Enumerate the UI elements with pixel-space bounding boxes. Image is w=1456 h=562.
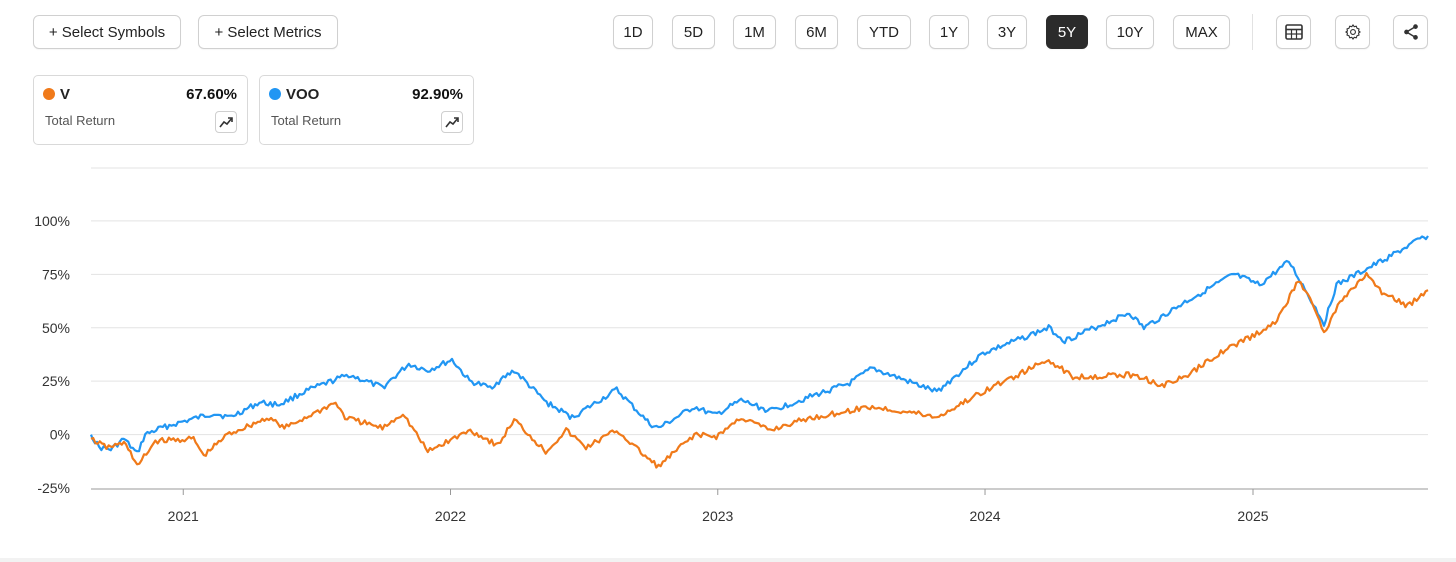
legend-subtitle: Total Return: [45, 113, 116, 128]
trend-up-icon: [445, 117, 459, 128]
legend-value: 67.60%: [186, 86, 237, 103]
legend-symbol: VOO: [286, 86, 320, 103]
table-view-button[interactable]: [1276, 15, 1311, 49]
series-line-voo: [89, 235, 1429, 453]
x-tick-label: 2023: [702, 508, 733, 524]
gear-icon: [1344, 24, 1361, 40]
range-button-10y[interactable]: 10Y: [1106, 15, 1154, 49]
range-button-max[interactable]: MAX: [1173, 15, 1230, 49]
y-tick-label: 100%: [34, 213, 70, 229]
select-symbols-button[interactable]: + Select Symbols: [33, 15, 181, 49]
x-tick-label: 2022: [435, 508, 466, 524]
range-button-1d[interactable]: 1D: [613, 15, 653, 49]
y-tick-label: 50%: [42, 320, 70, 336]
range-button-5d[interactable]: 5D: [672, 15, 715, 49]
series-line-v: [90, 272, 1429, 469]
legend-subtitle: Total Return: [271, 113, 342, 128]
bottom-bar: [0, 558, 1456, 562]
range-button-3y[interactable]: 3Y: [987, 15, 1027, 49]
range-button-1y[interactable]: 1Y: [929, 15, 969, 49]
y-tick-label: 75%: [42, 266, 70, 282]
legend-symbol: V: [60, 86, 71, 103]
x-tick-label: 2025: [1237, 508, 1268, 524]
select-metrics-button[interactable]: + Select Metrics: [198, 15, 338, 49]
toolbar-separator: [1252, 14, 1253, 50]
trend-chart-button[interactable]: [441, 111, 463, 133]
y-tick-label: 25%: [42, 373, 70, 389]
settings-button[interactable]: [1335, 15, 1370, 49]
series-color-dot: [269, 88, 281, 100]
share-icon: [1403, 24, 1418, 40]
x-tick-label: 2024: [969, 508, 1000, 524]
total-return-chart[interactable]: 100% 75% 50% 25% 0% -25% 2021 2022 2023 2024 2025: [0, 150, 1456, 540]
table-icon: [1284, 24, 1303, 40]
y-tick-label: 0%: [50, 427, 70, 443]
range-button-1m[interactable]: 1M: [733, 15, 776, 49]
legend-value: 92.90%: [412, 86, 463, 103]
trend-chart-button[interactable]: [215, 111, 237, 133]
y-tick-label: -25%: [37, 480, 70, 496]
share-button[interactable]: [1393, 15, 1428, 49]
range-button-5y[interactable]: 5Y: [1046, 15, 1088, 49]
range-button-ytd[interactable]: YTD: [857, 15, 911, 49]
series-color-dot: [43, 88, 55, 100]
x-tick-label: 2021: [168, 508, 199, 524]
legend-card-v[interactable]: V 67.60% Total Return: [33, 75, 248, 145]
range-button-6m[interactable]: 6M: [795, 15, 838, 49]
legend-card-voo[interactable]: VOO 92.90% Total Return: [259, 75, 474, 145]
trend-up-icon: [219, 117, 233, 128]
